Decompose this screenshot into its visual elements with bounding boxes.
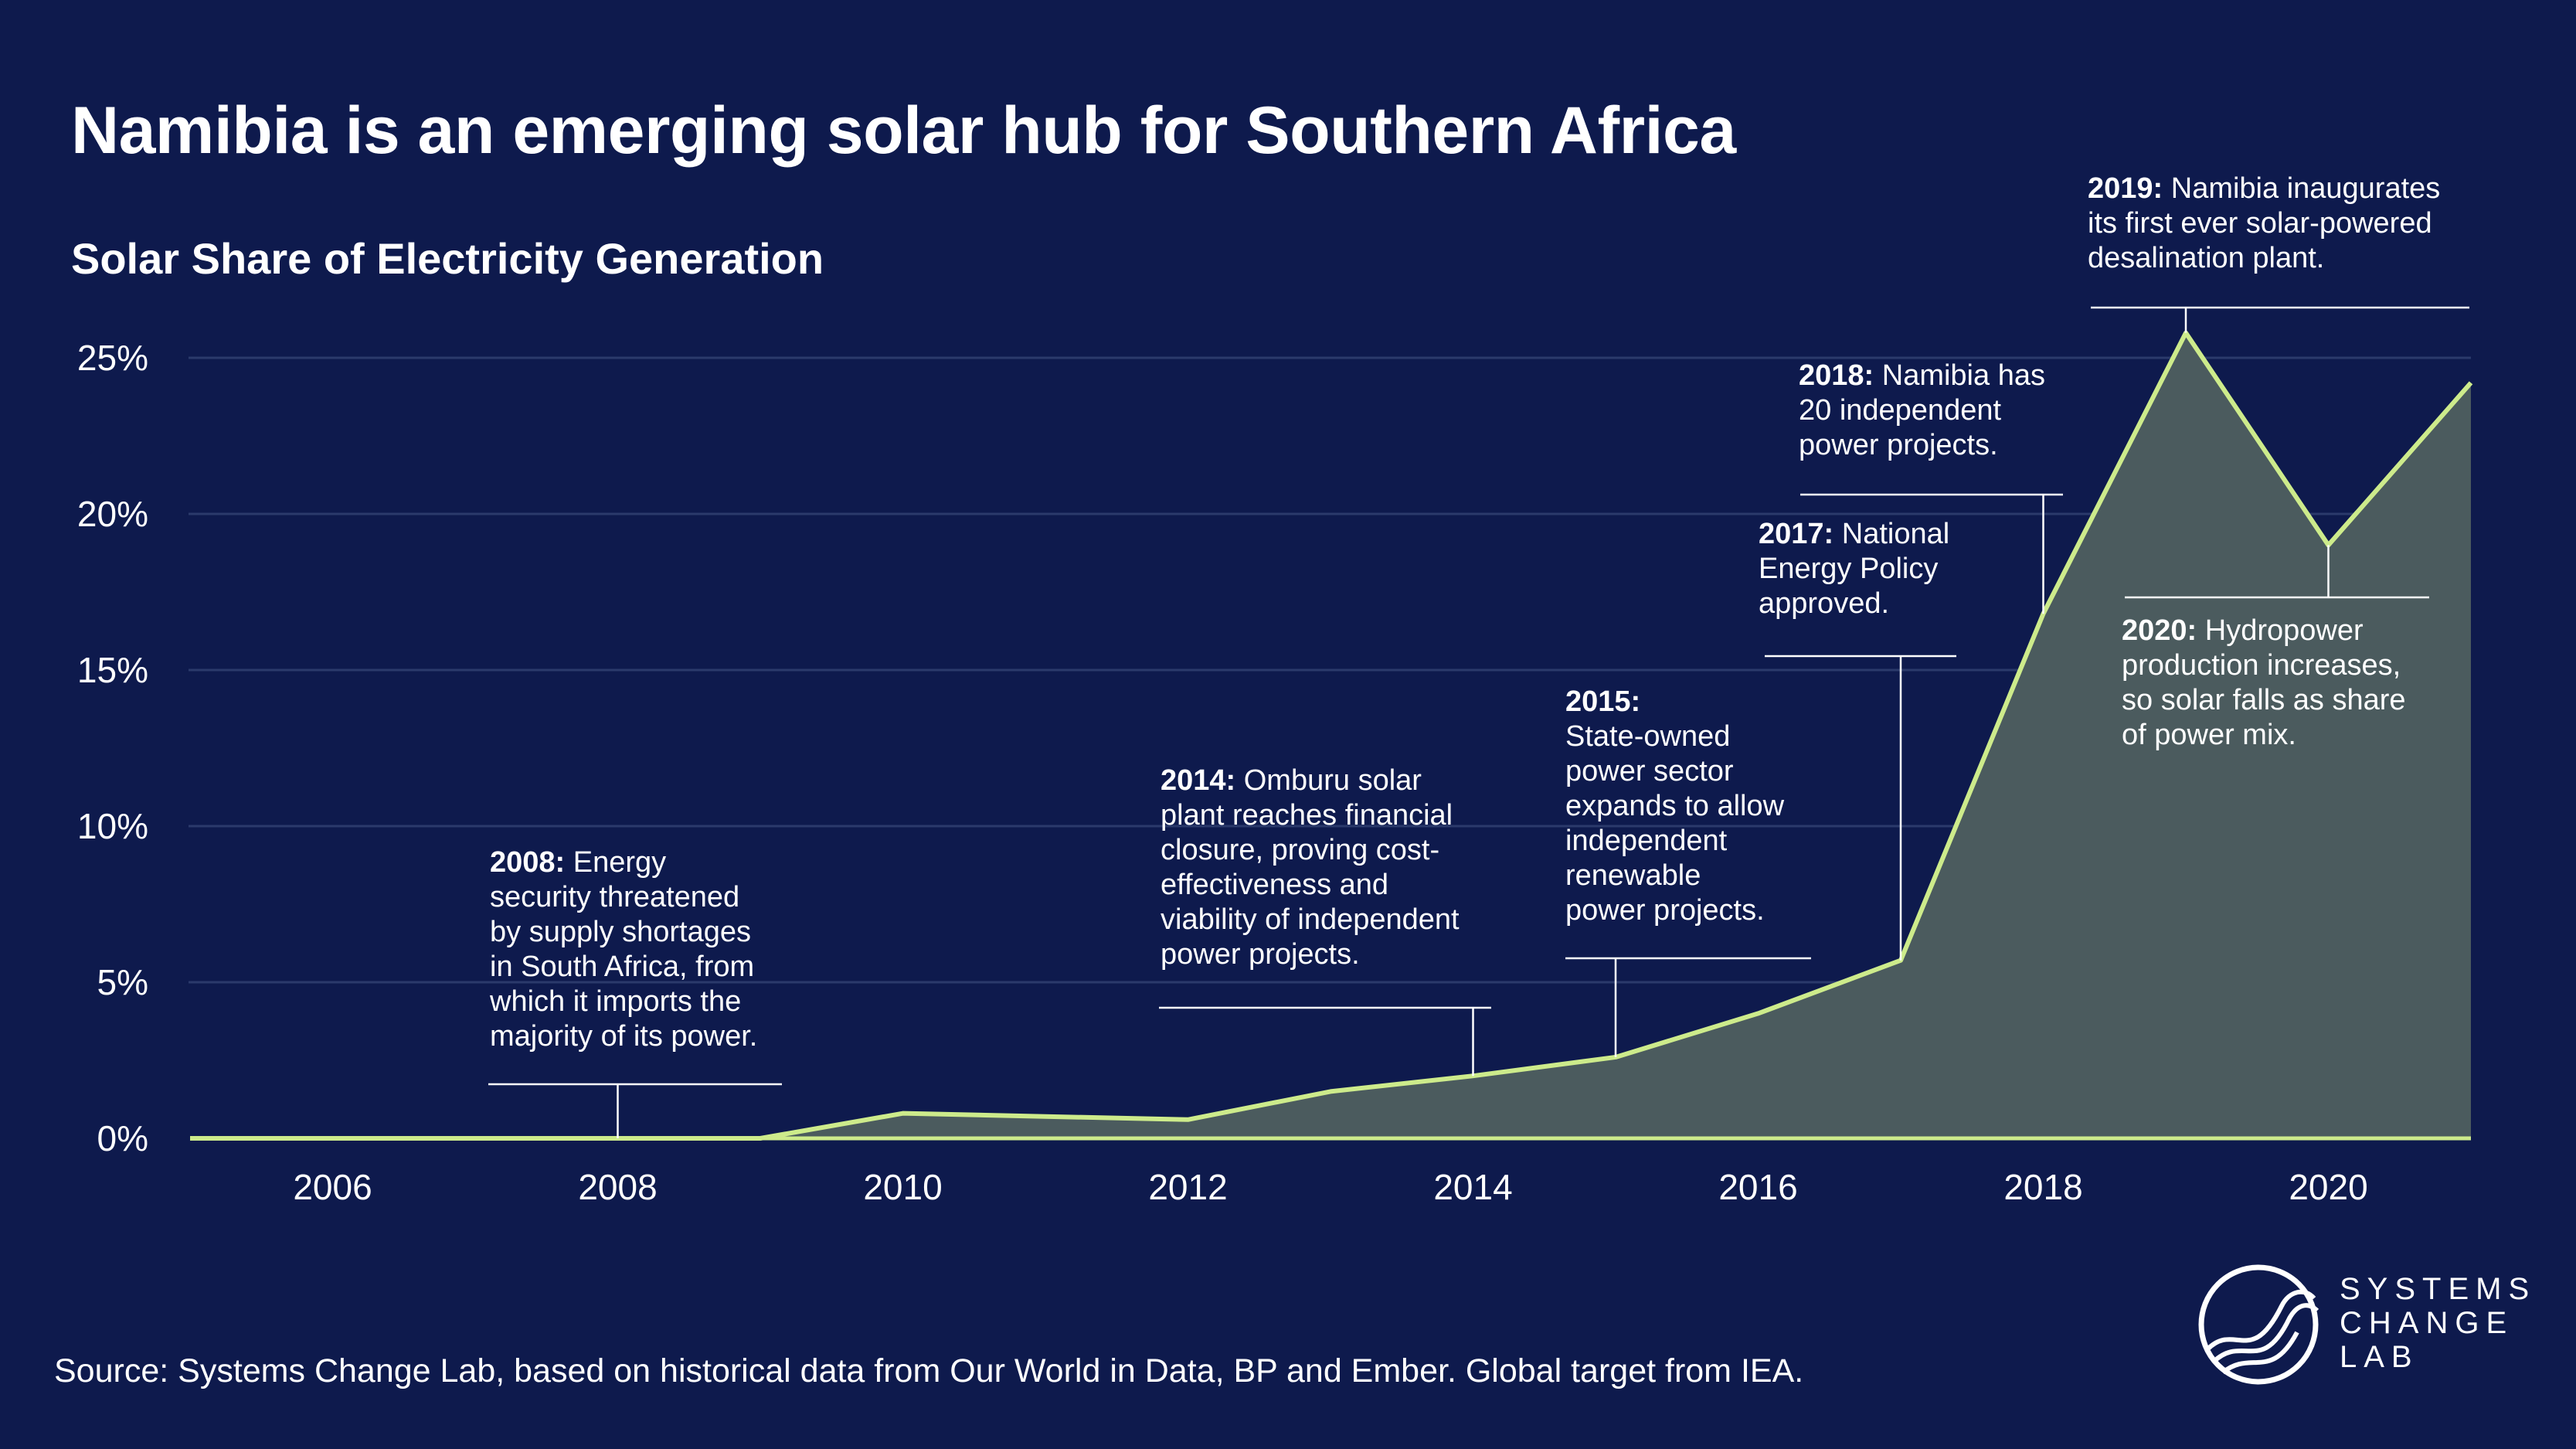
annotation-text: 2014: Omburu solar plant reaches financia… <box>1161 764 1460 971</box>
source-note: Source: Systems Change Lab, based on his… <box>54 1352 1804 1389</box>
annotation-line: State-owned <box>1565 720 1730 753</box>
annotation-year: 2008: <box>490 846 573 879</box>
annotation-line: so solar falls as share <box>2122 684 2406 716</box>
annotation-line: expands to allow <box>1565 790 1785 822</box>
annotation-line: 2008: Energy <box>490 846 666 879</box>
axis-labels: 0% 5% 10% 15% 20% 25% 2006 2008 2010 2012 2014 2016… <box>77 338 2368 1207</box>
annotation-2014: 2014: Omburu solar plant reaches financia… <box>1159 764 1491 1077</box>
x-tick-label: 2014 <box>1433 1167 1512 1207</box>
annotation-year: 2015: <box>1565 685 1640 718</box>
y-tick-label: 15% <box>77 650 148 690</box>
logo-mark-icon <box>2198 1264 2319 1385</box>
annotation-line: 2017: National <box>1759 518 1949 550</box>
series-area-fill <box>190 332 2471 1139</box>
annotation-2018: 2018: Namibia has 20 independent power pro… <box>1799 359 2063 614</box>
x-tick-label: 2010 <box>863 1167 942 1207</box>
annotation-line: 2019: Namibia inaugurates <box>2088 172 2440 205</box>
annotation-line: production increases, <box>2122 649 2401 682</box>
annotation-2019: 2019: Namibia inaugurates its first ever … <box>2088 172 2469 333</box>
annotation-line: 20 independent <box>1799 394 2001 427</box>
logo-wordmark: SYSTEMS CHANGE LAB <box>2340 1272 2536 1374</box>
logo-line-3: LAB <box>2340 1340 2419 1374</box>
annotation-year: 2018: <box>1799 359 1882 392</box>
y-tick-label: 20% <box>77 494 148 534</box>
annotation-line: of power mix. <box>2122 719 2296 751</box>
annotations: 2008: Energy security threatened by supply… <box>488 172 2469 1138</box>
x-tick-label: 2018 <box>2003 1167 2082 1207</box>
page-title: Namibia is an emerging solar hub for Sou… <box>71 94 1736 168</box>
annotation-line: desalination plant. <box>2088 242 2324 274</box>
annotation-line: closure, proving cost- <box>1161 834 1439 866</box>
annotation-line: power projects. <box>1565 894 1765 927</box>
annotation-year: 2020: <box>2122 614 2205 647</box>
y-tick-label: 25% <box>77 338 148 378</box>
annotation-line: its first ever solar-powered <box>2088 207 2432 240</box>
annotation-line: independent <box>1565 825 1728 857</box>
annotation-year: 2019: <box>2088 172 2171 205</box>
annotation-year: 2017: <box>1759 518 1842 550</box>
x-tick-label: 2008 <box>578 1167 657 1207</box>
annotation-line: 2015: <box>1565 685 1640 718</box>
annotation-line: in South Africa, from <box>490 951 754 983</box>
annotation-line: effectiveness and <box>1161 869 1388 901</box>
annotation-line: 2014: Omburu solar <box>1161 764 1422 797</box>
annotation-line: Energy Policy <box>1759 553 1938 585</box>
annotation-2020: 2020: Hydropower production increases, so … <box>2122 545 2429 751</box>
x-tick-label: 2012 <box>1148 1167 1227 1207</box>
x-tick-label: 2020 <box>2289 1167 2367 1207</box>
y-tick-label: 10% <box>77 806 148 846</box>
systems-change-lab-logo: SYSTEMS CHANGE LAB <box>2197 1260 2537 1391</box>
annotation-line: viability of independent <box>1161 903 1460 936</box>
annotation-line: approved. <box>1759 587 1889 620</box>
annotation-line: power projects. <box>1161 938 1360 971</box>
area-layer <box>190 330 2473 1141</box>
annotation-text: 2020: Hydropower production increases, so … <box>2122 614 2406 751</box>
annotation-text: 2015: State-owned power sector expands to a… <box>1565 685 1785 927</box>
annotation-text: 2018: Namibia has 20 independent power pro… <box>1799 359 2045 461</box>
annotation-line: power projects. <box>1799 429 1998 461</box>
logo-line-2: CHANGE <box>2340 1306 2514 1340</box>
annotation-year: 2014: <box>1161 764 1244 797</box>
annotation-2017: 2017: National Energy Policy approved. <box>1759 518 1956 961</box>
annotation-line: majority of its power. <box>490 1020 757 1053</box>
annotation-text: 2019: Namibia inaugurates its first ever … <box>2088 172 2440 274</box>
annotation-line: by supply shortages <box>490 916 751 948</box>
annotation-line: 2018: Namibia has <box>1799 359 2045 392</box>
x-tick-label: 2016 <box>1718 1167 1797 1207</box>
annotation-line: 2020: Hydropower <box>2122 614 2364 647</box>
x-tick-label: 2006 <box>293 1167 372 1207</box>
annotation-line: plant reaches financial <box>1161 799 1453 832</box>
annotation-line: which it imports the <box>489 985 741 1018</box>
chart-title: Solar Share of Electricity Generation <box>71 234 824 283</box>
logo-line-1: SYSTEMS <box>2340 1272 2537 1306</box>
annotation-text: 2017: National Energy Policy approved. <box>1759 518 1949 620</box>
annotation-2008: 2008: Energy security threatened by supply… <box>488 846 782 1138</box>
annotation-text: 2008: Energy security threatened by supply… <box>489 846 757 1053</box>
annotation-line: renewable <box>1565 859 1701 892</box>
annotation-line: power sector <box>1565 755 1734 787</box>
annotation-2015: 2015: State-owned power sector expands to a… <box>1565 685 1811 1057</box>
y-tick-label: 5% <box>97 962 148 1002</box>
y-tick-label: 0% <box>97 1118 148 1158</box>
annotation-line: security threatened <box>490 881 739 913</box>
